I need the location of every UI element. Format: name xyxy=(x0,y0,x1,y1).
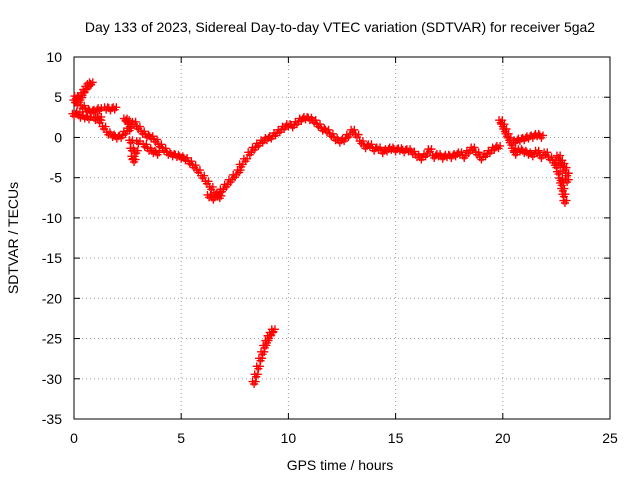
data-point xyxy=(229,170,241,182)
data-point xyxy=(141,130,153,142)
data-point xyxy=(364,140,376,151)
data-point xyxy=(158,144,170,155)
y-tick-label: 10 xyxy=(46,49,62,65)
data-point xyxy=(89,105,102,117)
data-point xyxy=(510,136,522,147)
data-point xyxy=(522,148,535,159)
data-point xyxy=(535,131,547,142)
plot-frame xyxy=(73,56,611,420)
data-point xyxy=(267,325,279,336)
x-tick-label: 20 xyxy=(495,430,511,446)
x-tick-label: 25 xyxy=(602,430,618,446)
data-point xyxy=(137,127,149,138)
x-axis-label: GPS time / hours xyxy=(287,457,394,473)
data-point xyxy=(205,182,217,194)
y-tick-label: -5 xyxy=(50,170,63,186)
data-point xyxy=(248,377,260,388)
data-point xyxy=(98,122,110,133)
x-tick-label: 0 xyxy=(70,430,78,446)
y-tick-label: -35 xyxy=(42,411,62,427)
y-tick-label: -15 xyxy=(42,250,62,266)
data-point xyxy=(122,116,134,127)
data-point xyxy=(527,131,539,142)
y-tick-label: -25 xyxy=(42,331,62,347)
data-point xyxy=(540,148,552,159)
data-point xyxy=(94,104,106,115)
data-point xyxy=(317,124,329,135)
data-point xyxy=(559,196,571,207)
data-point xyxy=(492,141,505,153)
data-point xyxy=(450,149,462,161)
data-point xyxy=(239,154,252,166)
data-point xyxy=(94,116,106,127)
y-tick-label: -10 xyxy=(42,210,62,226)
data-point xyxy=(385,143,397,154)
data-point xyxy=(475,153,487,164)
y-tick-label: 0 xyxy=(54,129,62,145)
data-point xyxy=(81,104,93,116)
x-tick-label: 10 xyxy=(281,430,297,446)
x-tick-label: 5 xyxy=(177,430,185,446)
data-point xyxy=(119,127,132,138)
data-point xyxy=(250,370,262,381)
chart-title: Day 133 of 2023, Sidereal Day-to-day VTE… xyxy=(85,19,595,35)
data-point xyxy=(254,354,267,365)
data-point xyxy=(115,131,127,142)
data-point xyxy=(257,347,269,359)
data-point xyxy=(462,146,475,158)
data-point xyxy=(454,148,466,159)
y-tick-label: -30 xyxy=(42,371,62,387)
data-point xyxy=(381,145,393,156)
data-point xyxy=(424,145,436,156)
axis-ticks: 0 5 10 15 20 25 10 5 0 -5 -10 -15 -20 -25 -30 -35 xyxy=(42,49,618,446)
data-point xyxy=(109,103,121,114)
data-point xyxy=(248,143,260,154)
data-point xyxy=(561,175,573,187)
data-point xyxy=(471,148,483,159)
data-point xyxy=(428,151,440,162)
data-point xyxy=(338,134,350,146)
data-point xyxy=(106,130,119,142)
data-point xyxy=(85,78,97,89)
data-point xyxy=(351,130,363,142)
data-point xyxy=(488,143,500,154)
data-point xyxy=(334,136,346,147)
data-point xyxy=(558,190,570,201)
data-point xyxy=(342,130,355,142)
data-point xyxy=(265,132,277,143)
y-tick-label: 5 xyxy=(54,89,62,105)
data-point xyxy=(437,152,449,163)
y-axis-label: SDTVAR / TECUs xyxy=(5,182,21,294)
data-point xyxy=(269,129,282,140)
data-point xyxy=(154,140,166,151)
data-point xyxy=(252,362,264,373)
data-point xyxy=(312,120,325,131)
data-series-sdtvar xyxy=(68,78,573,388)
data-point xyxy=(224,175,237,187)
data-point xyxy=(377,146,389,158)
y-tick-label: -20 xyxy=(42,290,62,306)
data-point xyxy=(128,155,140,166)
data-point xyxy=(124,124,136,135)
x-tick-label: 15 xyxy=(388,430,404,446)
data-point xyxy=(130,146,142,158)
data-point xyxy=(308,116,320,127)
data-point xyxy=(295,114,307,125)
